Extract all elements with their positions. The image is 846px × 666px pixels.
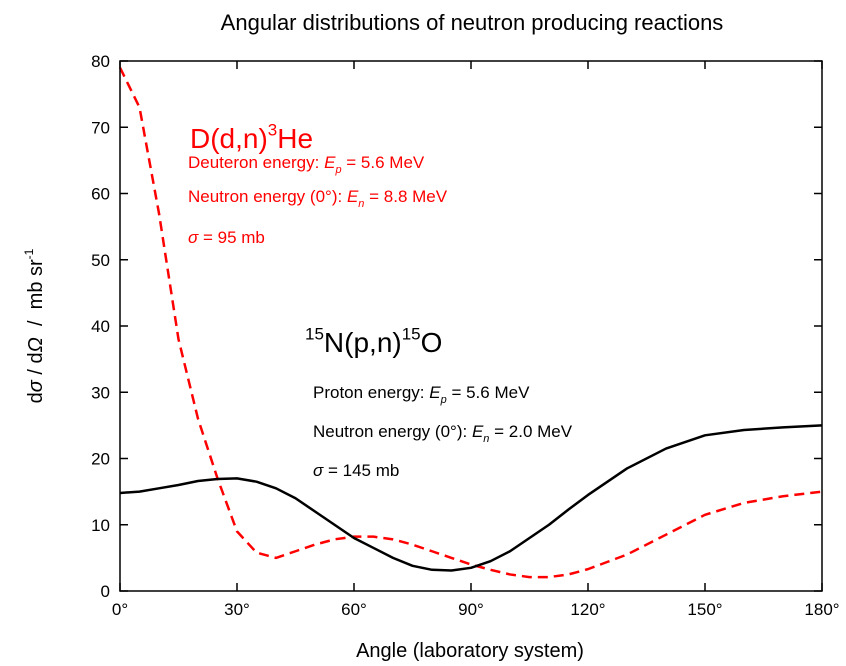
text-segment: -1 bbox=[22, 248, 36, 259]
y-tick-label: 50 bbox=[91, 251, 110, 270]
annotation: 15N(p,n)15O bbox=[305, 324, 442, 358]
x-tick-label: 150° bbox=[687, 600, 722, 619]
text-segment: = 5.6 MeV bbox=[447, 383, 530, 402]
text-segment: D(d,n) bbox=[190, 123, 268, 154]
text-segment: Ω bbox=[25, 337, 47, 352]
plot-frame bbox=[119, 60, 823, 592]
x-tick-label: 120° bbox=[570, 600, 605, 619]
text-segment: Deuteron energy: bbox=[188, 153, 324, 172]
text-segment: = 2.0 MeV bbox=[489, 422, 572, 441]
x-tick-label: 90° bbox=[458, 600, 484, 619]
y-tick-label: 30 bbox=[91, 383, 110, 402]
text-segment: n bbox=[358, 198, 364, 210]
annotation: Neutron energy (0°): En = 8.8 MeV bbox=[188, 187, 448, 210]
y-tick-label: 80 bbox=[91, 52, 110, 71]
text-segment: σ bbox=[313, 461, 324, 480]
annotation: Neutron energy (0°): En = 2.0 MeV bbox=[313, 422, 573, 445]
annotation: σ = 145 mb bbox=[313, 461, 399, 480]
text-segment: Neutron energy (0°): bbox=[188, 187, 347, 206]
text-segment: / mb sr bbox=[25, 259, 47, 337]
text-segment: / d bbox=[25, 352, 47, 380]
x-tick-label: 180° bbox=[804, 600, 839, 619]
y-tick-label: 70 bbox=[91, 118, 110, 137]
text-segment: E bbox=[347, 187, 359, 206]
y-tick-label: 0 bbox=[101, 582, 110, 601]
text-segment: = 5.6 MeV bbox=[342, 153, 425, 172]
text-segment: O bbox=[421, 327, 443, 358]
text-segment: d bbox=[25, 392, 47, 403]
text-segment: E bbox=[472, 422, 484, 441]
text-segment: He bbox=[277, 123, 313, 154]
text-segment: σ bbox=[25, 379, 47, 392]
x-tick-label: 60° bbox=[341, 600, 367, 619]
text-segment: N(p,n) bbox=[324, 327, 402, 358]
text-segment: 15 bbox=[305, 324, 324, 343]
text-segment: = 95 mb bbox=[198, 228, 265, 247]
text-segment: p bbox=[334, 164, 341, 176]
text-segment: Proton energy: bbox=[313, 383, 429, 402]
annotation: Proton energy: Ep = 5.6 MeV bbox=[313, 383, 530, 406]
text-segment: E bbox=[429, 383, 441, 402]
y-tick-label: 10 bbox=[91, 516, 110, 535]
text-segment: 15 bbox=[402, 324, 421, 343]
text-segment: 3 bbox=[268, 120, 277, 139]
y-tick-label: 40 bbox=[91, 317, 110, 336]
annotation: D(d,n)3He bbox=[190, 120, 313, 154]
x-tick-label: 0° bbox=[112, 600, 128, 619]
text-segment: E bbox=[324, 153, 336, 172]
chart-title: Angular distributions of neutron produci… bbox=[221, 10, 724, 35]
annotation: Deuteron energy: Ep = 5.6 MeV bbox=[188, 153, 425, 176]
text-segment: = 145 mb bbox=[323, 461, 399, 480]
y-tick-label: 60 bbox=[91, 185, 110, 204]
x-axis-label: Angle (laboratory system) bbox=[356, 640, 584, 662]
text-segment: σ bbox=[188, 228, 199, 247]
annotation: σ = 95 mb bbox=[188, 228, 265, 247]
text-segment: n bbox=[483, 433, 489, 445]
series-line bbox=[119, 424, 823, 572]
y-tick-label: 20 bbox=[91, 450, 110, 469]
text-segment: = 8.8 MeV bbox=[364, 187, 447, 206]
y-axis-label: dσ / dΩ / mb sr-1 bbox=[22, 248, 47, 403]
text-segment: p bbox=[440, 394, 447, 406]
x-tick-label: 30° bbox=[224, 600, 250, 619]
text-segment: Neutron energy (0°): bbox=[313, 422, 472, 441]
